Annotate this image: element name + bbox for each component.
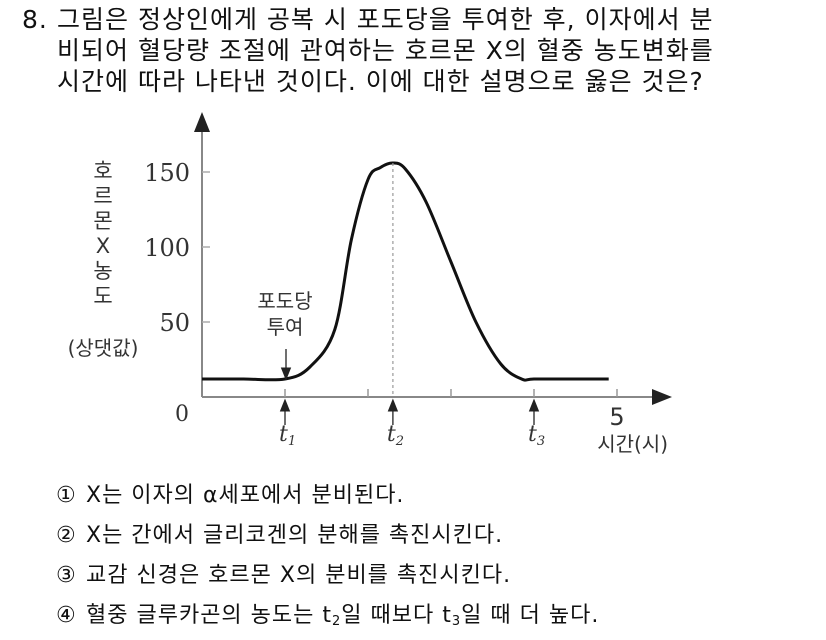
svg-text:호: 호: [93, 159, 112, 183]
choice-4-text-c: 일 때 더 높다.: [461, 603, 600, 628]
svg-text:투여: 투여: [267, 315, 304, 339]
question-line-1: 그림은 정상인에게 공복 시 포도당을 투여한 후, 이자에서 분: [57, 5, 714, 34]
svg-text:150: 150: [144, 159, 190, 187]
chart-axes: 0: [175, 112, 672, 427]
svg-text:도: 도: [93, 284, 112, 308]
svg-text:t3: t3: [528, 422, 545, 449]
svg-text:포도당: 포도당: [257, 289, 312, 313]
choice-4-mark: ④: [56, 603, 77, 628]
question-stem: 8. 그림은 정상인에게 공복 시 포도당을 투여한 후, 이자에서 분 비되어…: [22, 4, 714, 97]
svg-text:X: X: [96, 234, 110, 258]
svg-text:50: 50: [159, 309, 190, 337]
choice-4[interactable]: ④ 혈중 글루카곤의 농도는 t2일 때보다 t3일 때 더 높다.: [56, 598, 599, 638]
question-line-3: 시간에 따라 나타낸 것이다. 이에 대한 설명으로 옳은 것은?: [57, 67, 704, 96]
svg-text:5: 5: [609, 403, 624, 431]
svg-text:100: 100: [144, 234, 190, 262]
choice-4-sub-a: 2: [332, 614, 342, 629]
choice-1-mark: ①: [56, 483, 77, 508]
svg-text:(상댓값): (상댓값): [68, 336, 139, 360]
choice-1-text: X는 이자의 α세포에서 분비된다.: [86, 483, 405, 508]
choice-3[interactable]: ③ 교감 신경은 호르몬 X의 분비를 촉진시킨다.: [56, 558, 599, 598]
hormone-curve: [201, 161, 609, 382]
answer-choices: ① X는 이자의 α세포에서 분비된다. ② X는 간에서 글리코겐의 분해를 촉진…: [56, 478, 599, 638]
choice-3-mark: ③: [56, 563, 77, 588]
question-number: 8.: [22, 5, 48, 34]
choice-4-text-b: 일 때보다 t: [341, 603, 452, 628]
choice-4-text-a: 혈중 글루카곤의 농도는 t: [86, 603, 333, 628]
question-line-2: 비되어 혈당량 조절에 관여하는 호르몬 X의 혈중 농도변화를: [57, 36, 714, 65]
chart-ticks: 5 50 100 150 시간(시): [144, 159, 668, 456]
choice-3-text: 교감 신경은 호르몬 X의 분비를 촉진시킨다.: [86, 563, 512, 588]
time-markers: t1 t2 t3: [279, 163, 545, 449]
svg-text:농: 농: [93, 259, 112, 283]
choice-2[interactable]: ② X는 간에서 글리코겐의 분해를 촉진시킨다.: [56, 518, 599, 558]
choice-4-sub-b: 3: [451, 614, 462, 629]
choice-2-mark: ②: [56, 523, 77, 548]
svg-text:몬: 몬: [93, 209, 112, 233]
choice-2-text: X는 간에서 글리코겐의 분해를 촉진시킨다.: [86, 523, 504, 548]
svg-text:t1: t1: [279, 422, 296, 449]
svg-text:0: 0: [175, 402, 189, 427]
choice-1[interactable]: ① X는 이자의 α세포에서 분비된다.: [56, 478, 599, 518]
svg-text:시간(시): 시간(시): [597, 432, 668, 456]
svg-text:르: 르: [93, 184, 112, 208]
svg-text:t2: t2: [387, 422, 404, 449]
